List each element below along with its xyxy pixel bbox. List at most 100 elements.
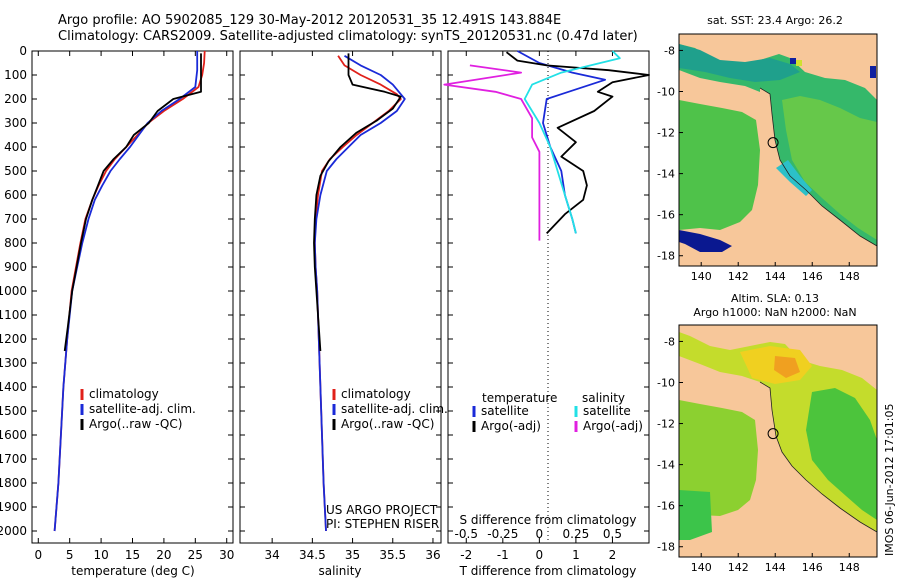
- x-tick-label: 5: [66, 548, 74, 562]
- map-x-tick-label: 148: [839, 561, 860, 574]
- sla-northeast-land: [830, 325, 877, 356]
- legend-label: Argo(-adj): [583, 419, 643, 433]
- difference-series: [443, 50, 650, 241]
- series-line-blue: [516, 50, 606, 234]
- series-line-black: [63, 53, 202, 352]
- sla-map-ticks: 140 142 144 146 148 -8 -10 -12 -14 -16 -18: [657, 335, 860, 574]
- t-tick-label: -1: [497, 548, 509, 562]
- sst-map-frame: [678, 33, 878, 267]
- map-y-tick-label: -12: [657, 127, 675, 140]
- sst-map-title: sat. SST: 23.4 Argo: 26.2: [707, 14, 843, 27]
- s-tick-label: -0.5: [455, 527, 478, 541]
- depth-tick-label: 1300: [0, 356, 27, 370]
- x-tick-label: 34: [265, 548, 280, 562]
- salinity-series: [313, 53, 406, 532]
- sst-coastline: [759, 87, 877, 247]
- sst-coast-dark: [679, 230, 732, 252]
- sla-map-frame: [678, 324, 878, 558]
- legend-label: satellite: [583, 404, 631, 418]
- salinity-xlabel: salinity: [318, 564, 361, 578]
- legend-label: climatology: [89, 387, 159, 401]
- series-line-blue: [313, 55, 406, 532]
- map-x-tick-label: 146: [802, 270, 823, 283]
- sla-argo-position-marker: [767, 428, 779, 440]
- map-x-tick-label: 142: [728, 270, 749, 283]
- t-tick-label: 1: [572, 548, 580, 562]
- map-y-tick-label: -14: [657, 168, 675, 181]
- t-difference-label: T difference from climatology: [459, 564, 637, 578]
- depth-tick-labels: 0 100 200 300 400 500 600 700 800 900 1000 1100 1200…: [0, 44, 27, 538]
- x-tick-label: 15: [125, 548, 140, 562]
- sst-data-square-2: [796, 60, 802, 66]
- sla-gulf-patch: [679, 490, 712, 540]
- legend-label: satellite-adj. clim.: [341, 402, 448, 416]
- depth-tick-label: 700: [4, 212, 27, 226]
- sst-map-ticks: 140 142 144 146 148 -8 -10 -12 -14 -16 -18: [657, 44, 860, 283]
- depth-tick-label: 2000: [0, 524, 27, 538]
- depth-tick-label: 1800: [0, 476, 27, 490]
- map-y-tick-label: -12: [657, 418, 675, 431]
- temperature-axes-frame: [31, 50, 234, 544]
- sla-map-image: [679, 325, 877, 557]
- figure-title-line2: Climatology: CARS2009. Satellite-adjuste…: [58, 29, 638, 44]
- map-x-tick-label: 140: [691, 270, 712, 283]
- x-tick-label: 35.5: [379, 548, 406, 562]
- sst-ocean-north: [679, 44, 800, 82]
- map-y-tick-label: -10: [657, 85, 675, 98]
- temperature-series: [53, 50, 206, 532]
- s-tick-label: -0.25: [487, 527, 518, 541]
- depth-tick-label: 1400: [0, 380, 27, 394]
- map-x-tick-label: 140: [691, 561, 712, 574]
- sst-argo-position-marker: [767, 137, 779, 149]
- difference-axes-frame: [447, 50, 650, 544]
- difference-legend: temperature salinitysatelliteArgo(-adj)sa…: [472, 391, 643, 433]
- difference-panel: -2 -1 0 1 2 -0.5 -0.25 0 0.25 0.5 temperature sali…: [443, 50, 650, 578]
- map-y-tick-label: -8: [664, 44, 675, 57]
- map-y-tick-label: -18: [657, 250, 675, 263]
- sst-map-image: [679, 34, 877, 266]
- depth-tick-label: 1000: [0, 284, 27, 298]
- t-tick-label: 0: [536, 548, 544, 562]
- temperature-marks: 0 5 10 15 20 25 30: [32, 50, 234, 562]
- legend-label: Argo(-adj): [481, 419, 541, 433]
- depth-tick-label: 100: [4, 68, 27, 82]
- depth-tick-label: 1500: [0, 404, 27, 418]
- map-x-tick-label: 144: [765, 270, 786, 283]
- legend-heading-temperature: temperature: [482, 391, 557, 405]
- series-line-red: [313, 55, 402, 532]
- x-tick-label: 36: [425, 548, 440, 562]
- s-difference-label: S difference from climatology: [460, 513, 637, 527]
- x-tick-label: 35: [345, 548, 360, 562]
- depth-tick-label: 500: [4, 164, 27, 178]
- sla-orange-core: [774, 356, 800, 378]
- map-y-tick-label: -8: [664, 335, 675, 348]
- series-line-black: [313, 53, 402, 352]
- depth-tick-label: 1900: [0, 500, 27, 514]
- legend-label: Argo(..raw -QC): [89, 417, 182, 431]
- series-line-cyan: [523, 50, 621, 234]
- t-tick-label: 2: [609, 548, 617, 562]
- map-y-tick-label: -10: [657, 376, 675, 389]
- x-tick-label: 0: [34, 548, 42, 562]
- project-annotation-line1: US ARGO PROJECT: [326, 503, 438, 517]
- legend-heading-salinity: salinity: [582, 391, 625, 405]
- map-y-tick-label: -16: [657, 500, 675, 513]
- temperature-panel: 0100200300400500600700800900100011001200…: [0, 44, 234, 578]
- depth-tick-label: 1700: [0, 452, 27, 466]
- map-x-tick-label: 144: [765, 561, 786, 574]
- sst-northeast-land: [830, 34, 877, 64]
- series-line-magenta: [443, 64, 541, 241]
- series-line-blue: [53, 51, 199, 532]
- s-tick-label: 0.5: [603, 527, 622, 541]
- sst-cape-york-land: [679, 88, 877, 266]
- figure-title-line1: Argo profile: AO 5902085_129 30-May-2012…: [58, 13, 561, 28]
- map-y-tick-label: -14: [657, 459, 675, 472]
- x-tick-label: 30: [219, 548, 234, 562]
- sla-map-title-line2: Argo h1000: NaN h2000: NaN: [693, 306, 856, 319]
- map-x-tick-label: 142: [728, 561, 749, 574]
- map-y-tick-label: -16: [657, 209, 675, 222]
- x-tick-label: 20: [156, 548, 171, 562]
- sst-ocean-east: [782, 96, 877, 240]
